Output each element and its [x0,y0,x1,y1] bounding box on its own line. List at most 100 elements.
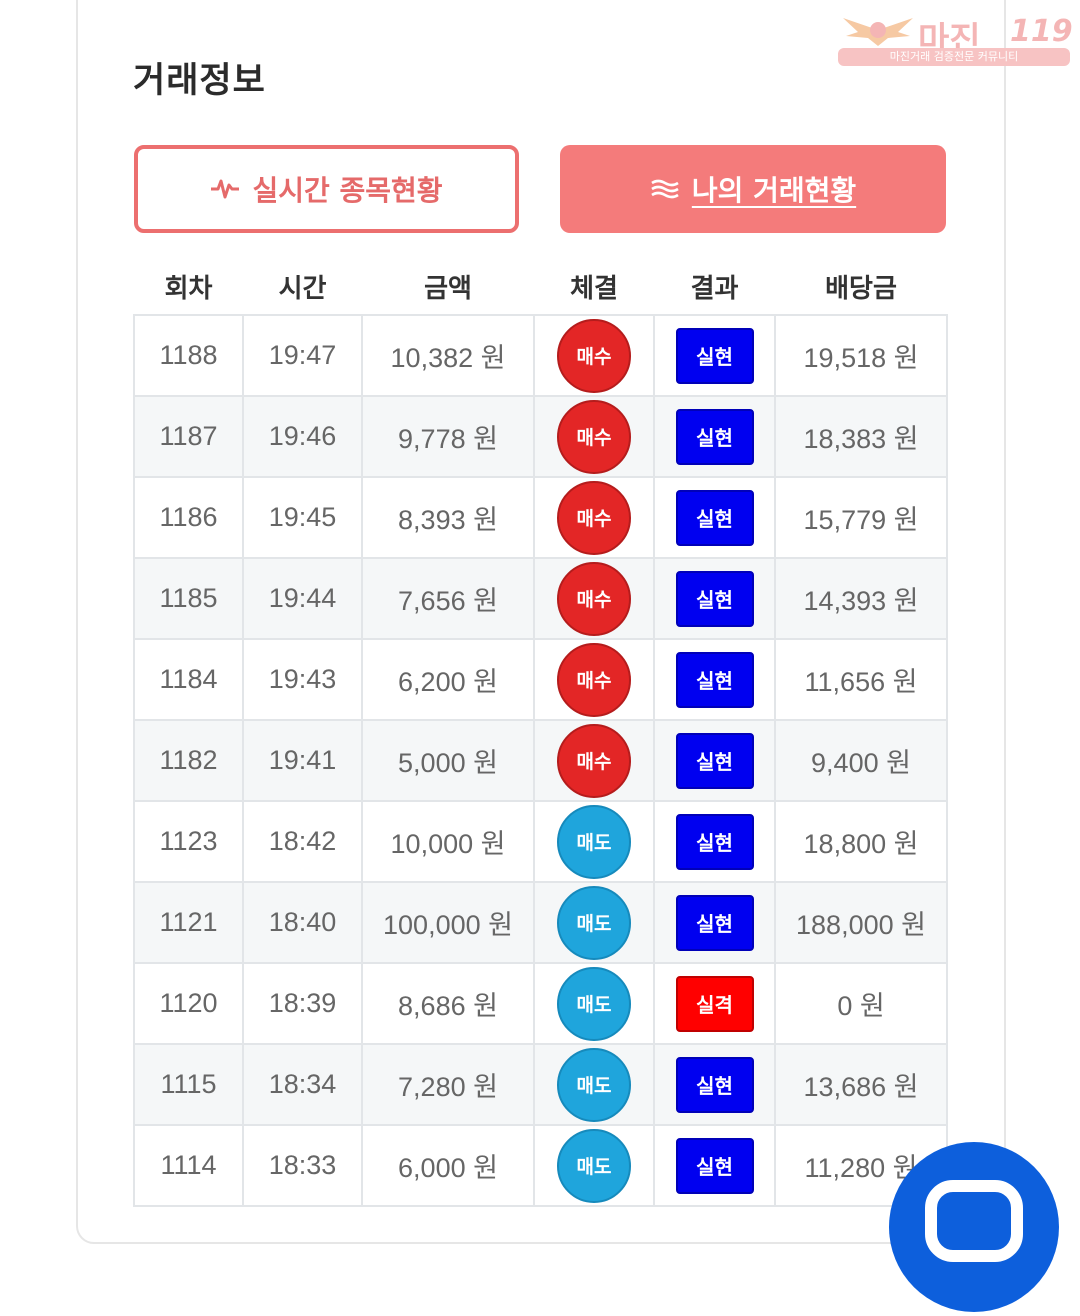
column-header-amount: 금액 [424,273,472,304]
table-row: 1184 19:43 6,200 원 매수 실현 11,656 원 [133,638,948,721]
side-badge-sell: 매도 [557,804,631,879]
cell-payout: 188,000 원 [774,881,948,964]
cell-round: 1187 [133,395,244,478]
cell-round: 1123 [133,800,244,883]
pulse-icon [211,179,240,199]
cell-result: 실현 [653,476,776,559]
cell-side: 매수 [533,476,655,559]
cell-amount: 10,382 원 [361,314,535,397]
cell-side: 매도 [533,800,655,883]
result-badge-win: 실현 [675,408,754,465]
column-header-time: 시간 [278,273,327,304]
table-row: 1186 19:45 8,393 원 매수 실현 15,779 원 [133,476,948,559]
cell-time: 18:34 [242,1043,363,1126]
cell-time: 18:39 [242,962,363,1045]
table-row: 1121 18:40 100,000 원 매도 실현 188,000 원 [133,881,948,964]
waves-icon [651,179,679,199]
cell-time: 19:44 [242,557,363,640]
cell-time: 19:47 [242,314,363,397]
result-badge-win: 실현 [675,1137,754,1194]
cell-side: 매도 [533,881,655,964]
cell-side: 매도 [533,1043,655,1126]
cell-result: 실현 [653,719,776,802]
result-badge-win: 실현 [675,732,754,789]
cell-time: 19:46 [242,395,363,478]
result-badge-win: 실현 [675,651,754,708]
result-badge-lose: 실격 [675,975,754,1032]
table-header-row: 회차 시간 금액 체결 결과 배당금 [134,258,947,315]
cell-round: 1188 [133,314,244,397]
side-badge-sell: 매도 [557,1047,631,1122]
cell-payout: 14,393 원 [774,557,948,640]
cell-round: 1115 [133,1043,244,1126]
cell-result: 실현 [653,638,776,721]
live-status-button[interactable]: 실시간 종목현황 [134,145,519,233]
result-badge-win: 실현 [675,327,754,384]
cell-result: 실현 [653,1043,776,1126]
cell-amount: 10,000 원 [361,800,535,883]
cell-result: 실현 [653,395,776,478]
cell-round: 1114 [133,1124,244,1207]
cell-time: 19:45 [242,476,363,559]
cell-result: 실격 [653,962,776,1045]
result-badge-win: 실현 [675,489,754,546]
cell-result: 실현 [653,800,776,883]
cell-payout: 15,779 원 [774,476,948,559]
cell-amount: 8,686 원 [361,962,535,1045]
cell-time: 19:41 [242,719,363,802]
side-badge-buy: 매수 [557,399,631,474]
cell-payout: 13,686 원 [774,1043,948,1126]
cell-payout: 0 원 [774,962,948,1045]
cell-side: 매도 [533,1124,655,1207]
column-header-result: 결과 [690,273,739,304]
side-badge-buy: 매수 [557,561,631,636]
chat-icon [925,1180,1023,1262]
side-badge-buy: 매수 [557,318,631,393]
cell-amount: 7,280 원 [361,1043,535,1126]
cell-amount: 100,000 원 [361,881,535,964]
table-row: 1114 18:33 6,000 원 매도 실현 11,280 원 [133,1124,948,1207]
cell-round: 1186 [133,476,244,559]
side-badge-sell: 매도 [557,1128,631,1203]
table-row: 1115 18:34 7,280 원 매도 실현 13,686 원 [133,1043,948,1126]
live-status-label: 실시간 종목현황 [252,174,443,207]
result-badge-win: 실현 [675,1056,754,1113]
cell-side: 매수 [533,719,655,802]
watermark-sub: 마진거래 검증전문 커뮤니티 [838,48,1070,66]
cell-time: 18:33 [242,1124,363,1207]
column-header-side: 체결 [570,273,618,304]
cell-round: 1185 [133,557,244,640]
cell-amount: 6,000 원 [361,1124,535,1207]
table-row: 1182 19:41 5,000 원 매수 실현 9,400 원 [133,719,948,802]
result-badge-win: 실현 [675,570,754,627]
cell-result: 실현 [653,557,776,640]
eagle-icon [843,18,913,46]
cell-amount: 5,000 원 [361,719,535,802]
column-header-round: 회차 [164,273,213,304]
my-trades-label: 나의 거래현황 [691,174,857,207]
cell-side: 매도 [533,962,655,1045]
watermark-number: 119 [1010,14,1073,49]
table-row: 1187 19:46 9,778 원 매수 실현 18,383 원 [133,395,948,478]
cell-result: 실현 [653,881,776,964]
side-badge-buy: 매수 [557,480,631,555]
cell-side: 매수 [533,638,655,721]
cell-round: 1182 [133,719,244,802]
cell-amount: 6,200 원 [361,638,535,721]
chat-button[interactable] [889,1142,1059,1312]
page-title: 거래정보 [133,61,266,101]
my-trades-button[interactable]: 나의 거래현황 [560,145,946,233]
cell-amount: 7,656 원 [361,557,535,640]
cell-round: 1120 [133,962,244,1045]
cell-payout: 9,400 원 [774,719,948,802]
cell-time: 18:40 [242,881,363,964]
side-badge-sell: 매도 [557,885,631,960]
cell-side: 매수 [533,314,655,397]
cell-payout: 18,383 원 [774,395,948,478]
cell-result: 실현 [653,314,776,397]
side-badge-sell: 매도 [557,966,631,1041]
table-row: 1123 18:42 10,000 원 매도 실현 18,800 원 [133,800,948,883]
cell-payout: 19,518 원 [774,314,948,397]
cell-round: 1121 [133,881,244,964]
cell-result: 실현 [653,1124,776,1207]
